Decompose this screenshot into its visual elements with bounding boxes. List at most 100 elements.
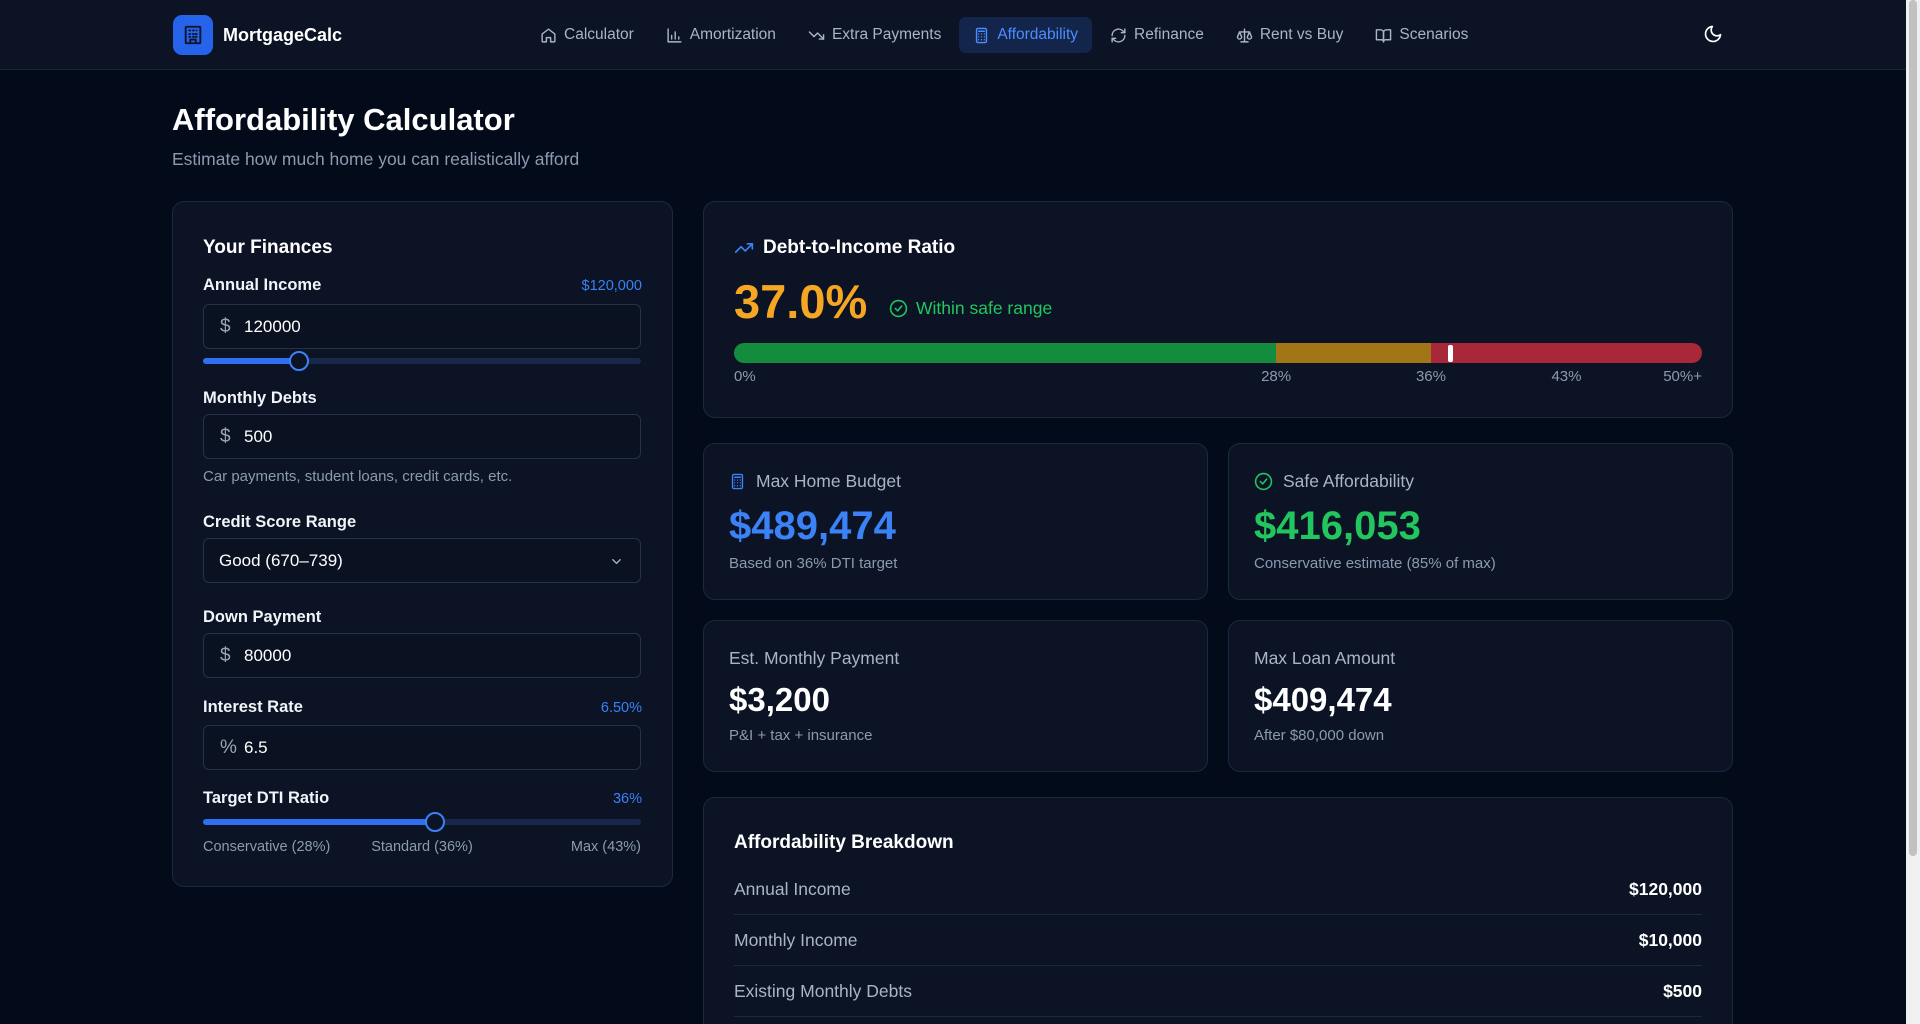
annual-income-display: $120,000 bbox=[581, 278, 642, 294]
dollar-icon: $ bbox=[220, 315, 231, 337]
top-navigation-bar: MortgageCalc Calculator Amortization Ext… bbox=[0, 0, 1906, 70]
nav-rent-vs-buy[interactable]: Rent vs Buy bbox=[1222, 17, 1358, 53]
safe-affordability-label-row: Safe Affordability bbox=[1254, 471, 1414, 492]
target-dti-slider-fill bbox=[203, 819, 436, 825]
max-loan-amount-label: Max Loan Amount bbox=[1254, 648, 1396, 668]
annual-income-slider-thumb[interactable] bbox=[289, 351, 310, 371]
interest-rate-input[interactable]: % 6.5 bbox=[203, 725, 641, 770]
chevron-down-icon bbox=[612, 559, 621, 564]
breakdown-row: Monthly Income $10,000 bbox=[734, 915, 1702, 966]
annual-income-value: 120000 bbox=[244, 316, 301, 336]
monthly-debts-label: Monthly Debts bbox=[203, 389, 317, 407]
interest-rate-label: Interest Rate bbox=[203, 698, 303, 716]
credit-score-selected: Good (670–739) bbox=[219, 550, 343, 570]
est-monthly-payment-value: $3,200 bbox=[729, 681, 830, 718]
nav-affordability[interactable]: Affordability bbox=[959, 17, 1093, 53]
trending-up-icon bbox=[734, 243, 754, 253]
nav-scenarios[interactable]: Scenarios bbox=[1361, 17, 1482, 53]
trending-down-icon bbox=[808, 30, 825, 40]
calculator-icon bbox=[731, 473, 744, 490]
check-circle-icon bbox=[889, 299, 908, 318]
dti-value: 37.0% bbox=[734, 275, 868, 328]
dti-segment-amber bbox=[1276, 343, 1431, 363]
monthly-debts-input[interactable]: $ 500 bbox=[203, 414, 641, 459]
target-dti-slider[interactable] bbox=[203, 812, 641, 832]
nav-label: Amortization bbox=[689, 26, 776, 43]
building-icon bbox=[173, 15, 213, 55]
annual-income-slider[interactable] bbox=[203, 351, 641, 371]
breakdown-row-value: $500 bbox=[1663, 980, 1702, 1001]
credit-score-select[interactable]: Good (670–739) bbox=[203, 538, 641, 583]
dti-gauge-marker bbox=[1448, 345, 1454, 362]
breakdown-row-label: Monthly Income bbox=[734, 929, 858, 950]
safe-affordability-label: Safe Affordability bbox=[1283, 471, 1415, 491]
page-scrollbar[interactable] bbox=[1906, 0, 1920, 1024]
credit-score-label: Credit Score Range bbox=[203, 513, 357, 531]
brand[interactable]: MortgageCalc bbox=[173, 15, 342, 55]
max-home-budget-value: $489,474 bbox=[729, 504, 896, 548]
dti-gauge-bar bbox=[734, 343, 1702, 363]
nav-extra-payments[interactable]: Extra Payments bbox=[794, 17, 955, 53]
est-monthly-payment-sub: P&I + tax + insurance bbox=[729, 727, 873, 744]
est-monthly-payment-label: Est. Monthly Payment bbox=[729, 648, 900, 668]
percent-icon: % bbox=[220, 736, 237, 758]
est-monthly-payment-label-row: Est. Monthly Payment bbox=[729, 648, 899, 669]
breakdown-row-value: $120,000 bbox=[1629, 878, 1702, 899]
dti-tick-conservative: Conservative (28%) bbox=[203, 839, 331, 855]
dti-tick-max: Max (43%) bbox=[570, 839, 641, 855]
breakdown-row-label: Existing Monthly Debts bbox=[734, 980, 912, 1001]
breakdown-title: Affordability Breakdown bbox=[734, 832, 954, 853]
theme-toggle-button[interactable] bbox=[1703, 24, 1725, 46]
down-payment-input[interactable]: $ 80000 bbox=[203, 633, 641, 678]
max-home-budget-card: Max Home Budget $489,474 Based on 36% DT… bbox=[703, 443, 1208, 600]
nav-label: Affordability bbox=[997, 26, 1079, 43]
dti-status-text: Within safe range bbox=[916, 298, 1053, 318]
dti-tick-label: 36% bbox=[1415, 368, 1446, 385]
nav-calculator[interactable]: Calculator bbox=[526, 17, 648, 53]
target-dti-display: 36% bbox=[612, 791, 642, 807]
finances-form-card: Your Finances Annual Income $120,000 $ 1… bbox=[172, 201, 673, 887]
bar-chart-icon bbox=[667, 27, 682, 43]
scrollbar-thumb[interactable] bbox=[1909, 0, 1917, 856]
page-title: Affordability Calculator bbox=[172, 102, 515, 137]
form-title: Your Finances bbox=[203, 237, 333, 258]
target-dti-slider-thumb[interactable] bbox=[425, 812, 446, 832]
page-subtitle: Estimate how much home you can realistic… bbox=[172, 149, 580, 169]
down-payment-value: 80000 bbox=[244, 645, 292, 665]
nav-refinance[interactable]: Refinance bbox=[1096, 17, 1218, 53]
breakdown-row: Existing Monthly Debts $500 bbox=[734, 966, 1702, 1017]
dti-status-badge: Within safe range bbox=[889, 298, 1052, 319]
nav-amortization[interactable]: Amortization bbox=[652, 17, 790, 53]
est-monthly-payment-card: Est. Monthly Payment $3,200 P&I + tax + … bbox=[703, 620, 1208, 772]
max-loan-amount-sub: After $80,000 down bbox=[1254, 727, 1385, 744]
dti-tick-standard: Standard (36%) bbox=[371, 839, 473, 855]
interest-rate-display: 6.50% bbox=[600, 700, 642, 716]
nav-label: Rent vs Buy bbox=[1259, 26, 1344, 43]
interest-rate-value: 6.5 bbox=[244, 737, 268, 757]
moon-icon bbox=[1704, 25, 1722, 43]
dti-segment-red bbox=[1430, 343, 1702, 363]
target-dti-label: Target DTI Ratio bbox=[203, 789, 330, 807]
annual-income-input[interactable]: $ 120000 bbox=[203, 304, 641, 349]
main-nav: Calculator Amortization Extra Payments A… bbox=[526, 17, 1482, 53]
breakdown-row-label: Annual Income bbox=[734, 878, 851, 899]
dollar-icon: $ bbox=[220, 425, 231, 447]
dti-tick-label: 0% bbox=[734, 368, 756, 385]
dti-tick-label: 50%+ bbox=[1663, 368, 1702, 385]
dti-tick-label: 43% bbox=[1551, 368, 1582, 385]
breakdown-row-value: $10,000 bbox=[1638, 929, 1702, 950]
dollar-icon: $ bbox=[220, 644, 231, 666]
scale-icon bbox=[1236, 27, 1253, 43]
dti-card-header: Debt-to-Income Ratio bbox=[734, 237, 955, 259]
monthly-debts-help: Car payments, student loans, credit card… bbox=[203, 468, 513, 485]
nav-label: Scenarios bbox=[1399, 26, 1469, 43]
dti-card-title: Debt-to-Income Ratio bbox=[763, 237, 956, 258]
down-payment-label: Down Payment bbox=[203, 608, 322, 626]
max-loan-amount-label-row: Max Loan Amount bbox=[1254, 648, 1395, 669]
max-home-budget-label-row: Max Home Budget bbox=[729, 471, 901, 492]
nav-label: Calculator bbox=[564, 26, 634, 43]
book-icon bbox=[1376, 28, 1392, 43]
safe-affordability-card: Safe Affordability $416,053 Conservative… bbox=[1228, 443, 1733, 600]
breakdown-row: Annual Income $120,000 bbox=[734, 864, 1702, 915]
max-home-budget-label: Max Home Budget bbox=[756, 471, 901, 491]
